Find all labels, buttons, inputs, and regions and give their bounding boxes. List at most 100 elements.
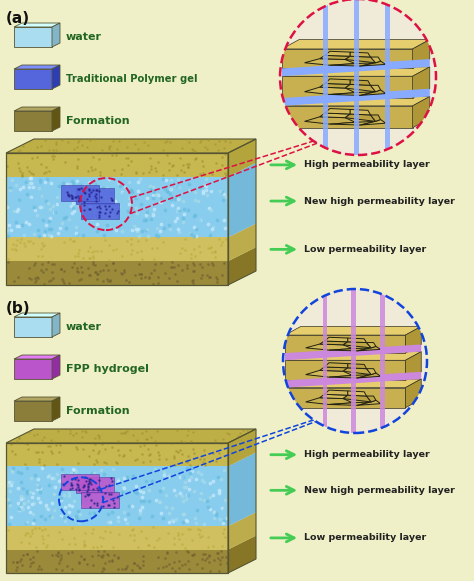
Text: Low permeability layer: Low permeability layer bbox=[304, 533, 426, 543]
Polygon shape bbox=[14, 65, 60, 69]
Polygon shape bbox=[324, 338, 348, 342]
Text: Formation: Formation bbox=[66, 116, 129, 126]
Circle shape bbox=[283, 289, 427, 433]
Polygon shape bbox=[14, 313, 60, 317]
Polygon shape bbox=[282, 89, 430, 106]
Polygon shape bbox=[329, 402, 371, 406]
Polygon shape bbox=[228, 248, 256, 285]
Polygon shape bbox=[61, 474, 99, 490]
Polygon shape bbox=[306, 344, 353, 350]
Polygon shape bbox=[285, 372, 421, 388]
Polygon shape bbox=[385, 0, 390, 155]
Polygon shape bbox=[14, 27, 52, 47]
Text: New high permeability layer: New high permeability layer bbox=[304, 486, 455, 495]
Polygon shape bbox=[343, 395, 371, 402]
Polygon shape bbox=[282, 106, 412, 128]
Text: water: water bbox=[66, 32, 102, 42]
Polygon shape bbox=[325, 79, 350, 84]
Polygon shape bbox=[405, 379, 421, 408]
Polygon shape bbox=[305, 87, 356, 95]
Polygon shape bbox=[345, 114, 375, 121]
Text: New high permeability layer: New high permeability layer bbox=[304, 196, 455, 206]
Polygon shape bbox=[228, 163, 256, 238]
Polygon shape bbox=[6, 261, 228, 285]
Polygon shape bbox=[14, 111, 52, 131]
Polygon shape bbox=[320, 55, 350, 59]
Polygon shape bbox=[306, 398, 353, 404]
Polygon shape bbox=[285, 379, 421, 388]
Text: (a): (a) bbox=[6, 11, 30, 26]
Polygon shape bbox=[324, 363, 348, 368]
Polygon shape bbox=[360, 90, 386, 95]
Polygon shape bbox=[61, 185, 99, 201]
Polygon shape bbox=[320, 84, 350, 88]
Polygon shape bbox=[285, 345, 421, 360]
Polygon shape bbox=[14, 401, 52, 421]
Polygon shape bbox=[320, 113, 350, 118]
Polygon shape bbox=[14, 355, 60, 359]
Polygon shape bbox=[282, 59, 430, 76]
Text: (b): (b) bbox=[6, 301, 31, 316]
Polygon shape bbox=[324, 390, 348, 395]
Polygon shape bbox=[366, 396, 376, 402]
Polygon shape bbox=[366, 343, 376, 348]
Polygon shape bbox=[350, 80, 371, 85]
Polygon shape bbox=[371, 115, 381, 121]
Text: High permeability layer: High permeability layer bbox=[304, 160, 430, 170]
Polygon shape bbox=[323, 289, 327, 433]
Polygon shape bbox=[282, 96, 430, 106]
Polygon shape bbox=[351, 289, 356, 433]
Polygon shape bbox=[360, 120, 386, 125]
Polygon shape bbox=[348, 391, 366, 396]
Polygon shape bbox=[323, 0, 328, 155]
Text: High permeability layer: High permeability layer bbox=[304, 450, 430, 459]
Text: Formation: Formation bbox=[66, 406, 129, 416]
Polygon shape bbox=[350, 52, 371, 57]
Polygon shape bbox=[282, 67, 430, 76]
Polygon shape bbox=[228, 453, 256, 526]
Polygon shape bbox=[282, 40, 430, 49]
Polygon shape bbox=[6, 139, 256, 153]
Polygon shape bbox=[405, 352, 421, 381]
Polygon shape bbox=[412, 40, 430, 69]
Polygon shape bbox=[6, 177, 228, 238]
Polygon shape bbox=[412, 96, 430, 128]
Polygon shape bbox=[343, 342, 371, 348]
Polygon shape bbox=[81, 492, 119, 508]
Polygon shape bbox=[371, 85, 381, 92]
Polygon shape bbox=[228, 139, 256, 177]
Polygon shape bbox=[6, 238, 228, 261]
Circle shape bbox=[280, 0, 436, 155]
Polygon shape bbox=[52, 23, 60, 47]
Polygon shape bbox=[330, 121, 375, 125]
Polygon shape bbox=[6, 443, 228, 467]
Polygon shape bbox=[366, 369, 376, 375]
Polygon shape bbox=[371, 57, 381, 63]
Polygon shape bbox=[81, 203, 119, 219]
Polygon shape bbox=[14, 317, 52, 337]
Polygon shape bbox=[282, 49, 412, 69]
Polygon shape bbox=[380, 289, 384, 433]
Polygon shape bbox=[282, 76, 412, 98]
Polygon shape bbox=[52, 355, 60, 379]
Polygon shape bbox=[343, 368, 371, 375]
Polygon shape bbox=[354, 0, 359, 155]
Polygon shape bbox=[14, 69, 52, 89]
Polygon shape bbox=[6, 550, 228, 573]
Polygon shape bbox=[348, 338, 366, 343]
Polygon shape bbox=[228, 224, 256, 261]
Text: Low permeability layer: Low permeability layer bbox=[304, 245, 426, 254]
Polygon shape bbox=[285, 352, 421, 360]
Polygon shape bbox=[360, 61, 386, 66]
Polygon shape bbox=[285, 388, 405, 408]
Polygon shape bbox=[329, 375, 371, 378]
Polygon shape bbox=[330, 92, 375, 95]
Polygon shape bbox=[14, 107, 60, 111]
Polygon shape bbox=[345, 84, 375, 92]
Polygon shape bbox=[306, 370, 353, 377]
Polygon shape bbox=[345, 56, 375, 63]
Polygon shape bbox=[6, 153, 228, 177]
Polygon shape bbox=[14, 359, 52, 379]
Text: Traditional Polymer gel: Traditional Polymer gel bbox=[66, 74, 198, 84]
Polygon shape bbox=[52, 65, 60, 89]
